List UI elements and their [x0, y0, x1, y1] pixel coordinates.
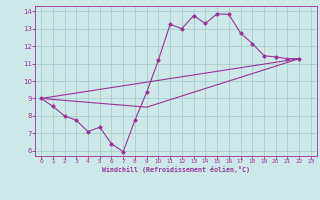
X-axis label: Windchill (Refroidissement éolien,°C): Windchill (Refroidissement éolien,°C) [102, 166, 250, 173]
